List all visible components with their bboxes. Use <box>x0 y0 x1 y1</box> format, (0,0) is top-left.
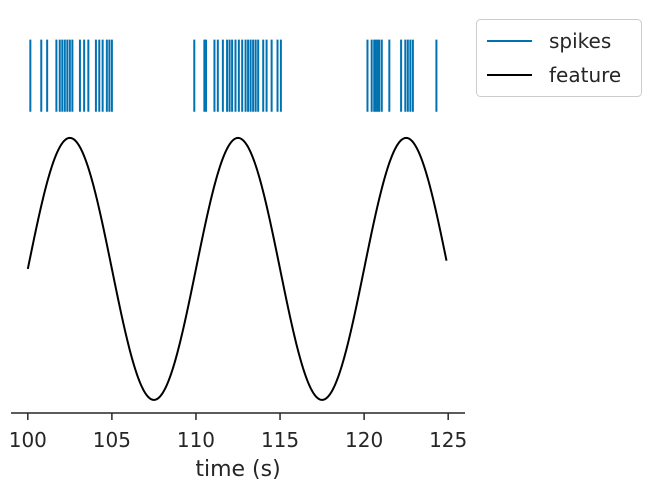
legend-label-spikes: spikes <box>549 29 611 53</box>
x-tick-label: 120 <box>345 428 383 452</box>
x-tick-label: 125 <box>429 428 467 452</box>
legend-frame <box>476 19 642 97</box>
legend: spikes feature <box>476 19 642 97</box>
x-tick-label: 115 <box>261 428 299 452</box>
legend-label-feature: feature <box>549 63 621 87</box>
spikes-series <box>29 39 438 112</box>
feature-line <box>26 136 448 401</box>
x-tick-label: 105 <box>93 428 131 452</box>
x-axis-label: time (s) <box>195 457 280 482</box>
x-axis-ticks: 100 105 110 115 120 125 <box>9 413 467 452</box>
x-tick-label: 100 <box>9 428 47 452</box>
x-tick-label: 110 <box>177 428 215 452</box>
